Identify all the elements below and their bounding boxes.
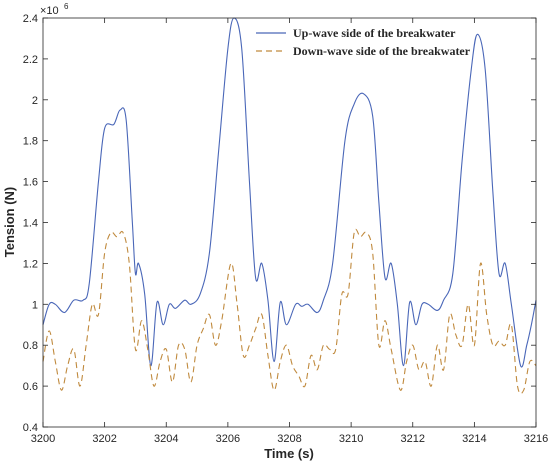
y-multiplier-exponent: 6: [64, 2, 69, 11]
x-tick-label: 3208: [277, 433, 301, 445]
plot-area: [43, 18, 536, 427]
x-axis-ticks: 3200 3202 3204 3206 3208 3210 3212 3214 3216: [31, 18, 548, 445]
y-tick-label: 2.2: [23, 54, 38, 66]
y-axis-label: Tension (N): [2, 187, 17, 258]
legend: Up-wave side of the breakwater Down-wave…: [256, 26, 471, 58]
y-tick-label: 1: [32, 299, 38, 311]
legend-label-down-wave: Down-wave side of the breakwater: [293, 44, 471, 58]
x-tick-label: 3210: [339, 433, 363, 445]
x-tick-label: 3212: [401, 433, 425, 445]
y-tick-label: 1.6: [23, 177, 38, 189]
y-axis-ticks: 0.4 0.6 0.8 1 1.2 1.4 1.6 1.8 2 2.2 2.4: [23, 13, 536, 434]
x-tick-label: 3202: [92, 433, 116, 445]
y-tick-label: 1.2: [23, 258, 38, 270]
y-tick-label: 0.8: [23, 340, 38, 352]
y-tick-label: 2.4: [23, 13, 38, 25]
series-line-up-wave: [42, 17, 537, 368]
y-tick-label: 1.4: [23, 218, 38, 230]
y-tick-label: 2: [32, 95, 38, 107]
y-tick-label: 0.6: [23, 381, 38, 393]
x-tick-label: 3204: [154, 433, 178, 445]
x-axis-label: Time (s): [264, 446, 314, 461]
x-tick-label: 3214: [462, 433, 486, 445]
series-layer: [42, 17, 537, 395]
x-tick-label: 3206: [216, 433, 240, 445]
y-tick-label: 1.8: [23, 136, 38, 148]
y-tick-label: 0.4: [23, 422, 38, 434]
y-multiplier-base: ×10: [40, 5, 59, 17]
x-tick-label: 3200: [31, 433, 55, 445]
x-tick-label: 3216: [524, 433, 548, 445]
legend-label-up-wave: Up-wave side of the breakwater: [293, 26, 456, 40]
